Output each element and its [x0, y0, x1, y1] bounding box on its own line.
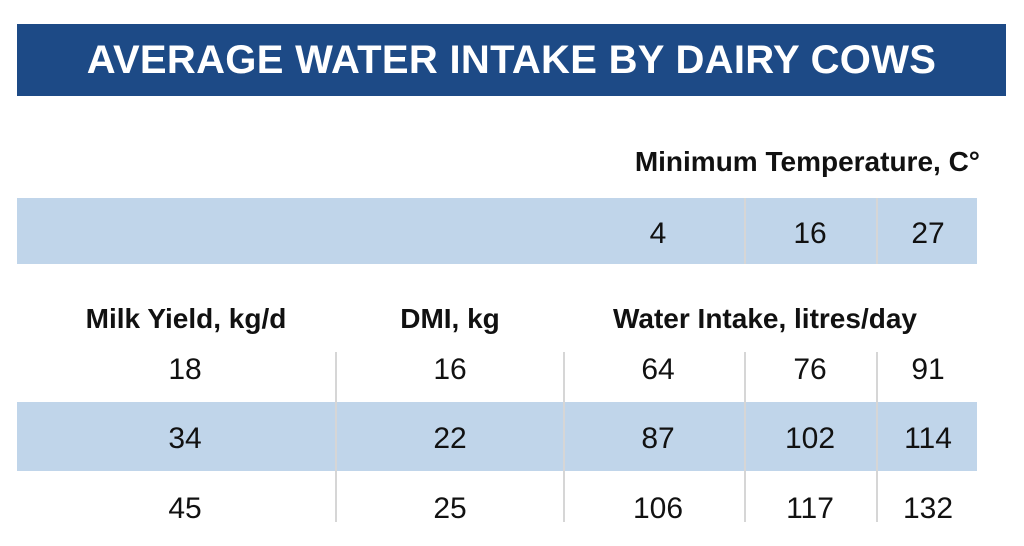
- dmi-cell: 16: [433, 353, 467, 386]
- column-header-dmi: DMI, kg: [400, 303, 500, 334]
- column-header-milk-yield: Milk Yield, kg/d: [85, 303, 287, 334]
- water-intake-cell: 114: [904, 422, 952, 455]
- milk-yield-cell: 18: [168, 353, 202, 386]
- temperature-divider: [876, 198, 878, 264]
- column-header-water-intake: Water Intake, litres/day: [613, 303, 917, 334]
- milk-yield-cell: 34: [168, 422, 202, 455]
- column-divider: [335, 352, 337, 522]
- temperature-heading: Minimum Temperature, C°: [634, 146, 980, 177]
- temperature-band: [17, 198, 977, 264]
- water-intake-cell: 117: [786, 492, 834, 525]
- column-divider: [744, 352, 746, 522]
- water-intake-cell: 106: [632, 492, 684, 525]
- water-intake-cell: 64: [641, 353, 675, 386]
- table-row-band: [17, 402, 977, 471]
- column-divider: [563, 352, 565, 522]
- water-intake-cell: 102: [784, 422, 836, 455]
- water-intake-cell: 76: [793, 353, 827, 386]
- dmi-cell: 25: [433, 492, 467, 525]
- dmi-cell: 22: [433, 422, 467, 455]
- temperature-value: 4: [649, 217, 667, 250]
- page-title: AVERAGE WATER INTAKE BY DAIRY COWS: [86, 37, 937, 82]
- water-intake-cell: 132: [902, 492, 954, 525]
- temperature-value: 16: [793, 217, 827, 250]
- title-banner: AVERAGE WATER INTAKE BY DAIRY COWS: [17, 24, 1006, 96]
- temperature-divider: [744, 198, 746, 264]
- milk-yield-cell: 45: [168, 492, 202, 525]
- water-intake-cell: 91: [911, 353, 945, 386]
- temperature-value: 27: [911, 217, 945, 250]
- column-divider: [876, 352, 878, 522]
- water-intake-cell: 87: [641, 422, 675, 455]
